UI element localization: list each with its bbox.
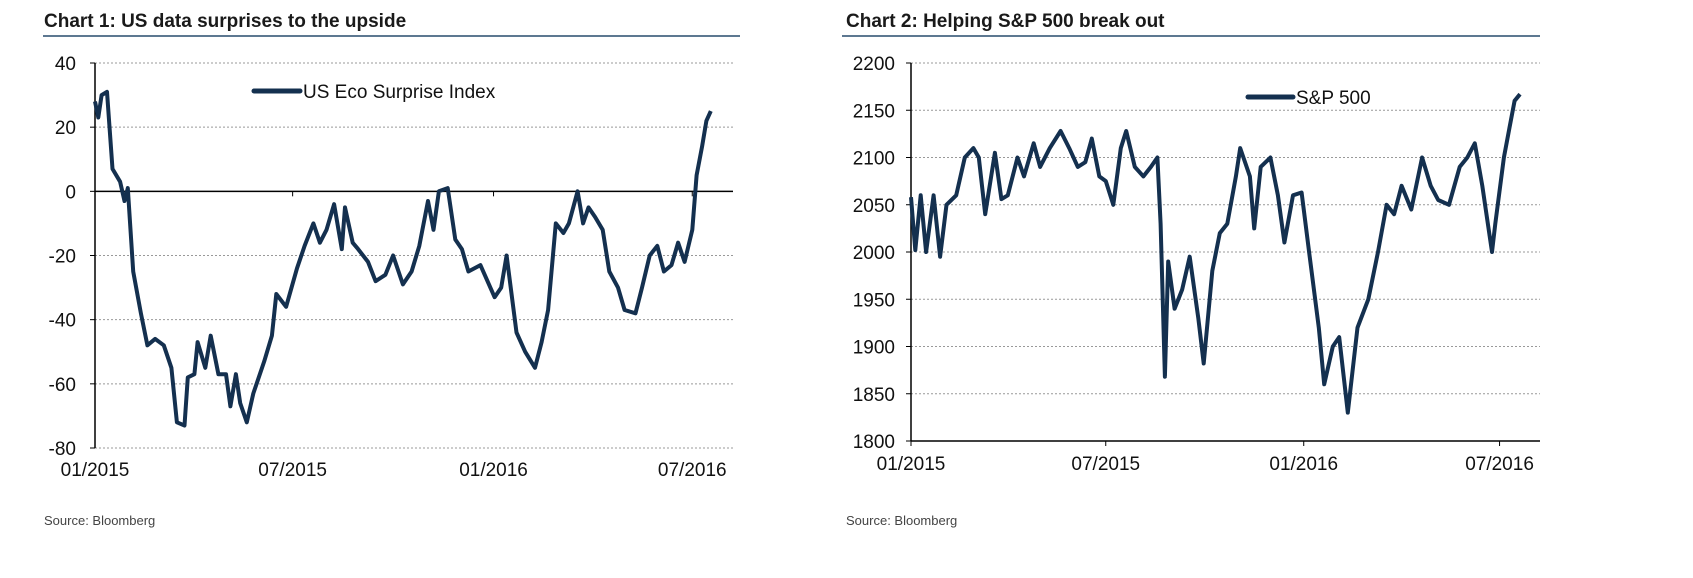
x-tick-label: 07/2016 bbox=[1465, 454, 1534, 475]
chart-1-axes bbox=[90, 62, 733, 449]
chart-2-source: Source: Bloomberg bbox=[846, 513, 957, 528]
y-tick-label: 40 bbox=[55, 54, 76, 75]
chart-1-y-tick-labels: 40 20 0 -20 -40 -60 -80 bbox=[49, 54, 76, 460]
y-tick-label: 2150 bbox=[853, 101, 895, 122]
y-tick-label: 1850 bbox=[853, 385, 895, 406]
y-tick-label: 2100 bbox=[853, 149, 895, 170]
chart-1-title: Chart 1: US data surprises to the upside bbox=[44, 11, 406, 32]
y-tick-label: -40 bbox=[49, 311, 76, 332]
x-tick-label: 07/2016 bbox=[658, 460, 727, 481]
chart-2-series-line bbox=[909, 92, 1522, 415]
y-tick-label: 2050 bbox=[853, 196, 895, 217]
chart-1-series-line bbox=[93, 89, 713, 428]
y-tick-label: 1950 bbox=[853, 290, 895, 311]
x-tick-label: 01/2015 bbox=[61, 460, 130, 481]
y-tick-label: 1800 bbox=[853, 432, 895, 453]
chart-2-x-tick-labels: 01/2015 07/2015 01/2016 07/2016 bbox=[877, 454, 1534, 475]
x-tick-label: 01/2016 bbox=[459, 460, 528, 481]
chart-1-source: Source: Bloomberg bbox=[44, 513, 155, 528]
chart-1-x-tick-labels: 01/2015 07/2015 01/2016 07/2016 bbox=[61, 460, 727, 481]
x-tick-label: 01/2016 bbox=[1269, 454, 1338, 475]
y-tick-label: 2200 bbox=[853, 54, 895, 75]
chart-1-legend: US Eco Surprise Index bbox=[251, 82, 496, 103]
chart-2-title: Chart 2: Helping S&P 500 break out bbox=[846, 11, 1165, 32]
y-tick-label: -60 bbox=[49, 375, 76, 396]
y-tick-label: 0 bbox=[65, 182, 76, 203]
x-tick-label: 01/2015 bbox=[877, 454, 946, 475]
chart-2-y-tick-labels: 2200 2150 2100 2050 2000 1950 1900 1850 1800 bbox=[853, 54, 895, 453]
y-tick-label: 20 bbox=[55, 118, 76, 139]
y-tick-label: 2000 bbox=[853, 243, 895, 264]
x-tick-label: 07/2015 bbox=[1071, 454, 1140, 475]
y-tick-label: 1900 bbox=[853, 338, 895, 359]
chart-1-gridlines bbox=[95, 62, 733, 449]
y-tick-label: -80 bbox=[49, 439, 76, 460]
chart-2: Chart 2: Helping S&P 500 break out 22002… bbox=[842, 11, 1540, 528]
chart-2-legend-label: S&P 500 bbox=[1296, 88, 1371, 109]
x-tick-label: 07/2015 bbox=[258, 460, 327, 481]
chart-1-legend-label: US Eco Surprise Index bbox=[303, 82, 496, 103]
chart-1: Chart 1: US data surprises to the upside… bbox=[43, 11, 740, 528]
y-tick-label: -20 bbox=[49, 247, 76, 268]
chart-2-axes bbox=[906, 62, 1540, 446]
chart-2-legend: S&P 500 bbox=[1245, 88, 1371, 109]
